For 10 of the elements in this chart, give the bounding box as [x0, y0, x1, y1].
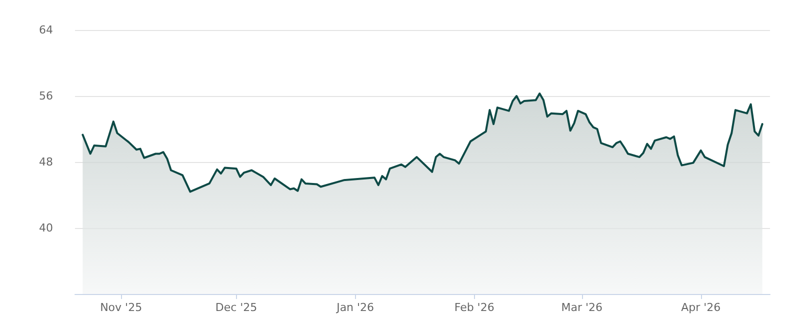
x-tick-label: Apr '26 — [681, 301, 721, 314]
y-tick-label: 40 — [39, 222, 53, 234]
x-tick-label: Mar '26 — [561, 301, 602, 314]
y-tick-label: 64 — [39, 24, 53, 36]
x-tick-label: Feb '26 — [454, 301, 494, 314]
y-tick-label: 48 — [39, 156, 53, 168]
x-tick-label: Jan '26 — [336, 301, 374, 314]
x-tick-label: Nov '25 — [100, 301, 142, 314]
y-tick-label: 56 — [39, 90, 53, 102]
x-tick-label: Dec '25 — [215, 301, 258, 314]
